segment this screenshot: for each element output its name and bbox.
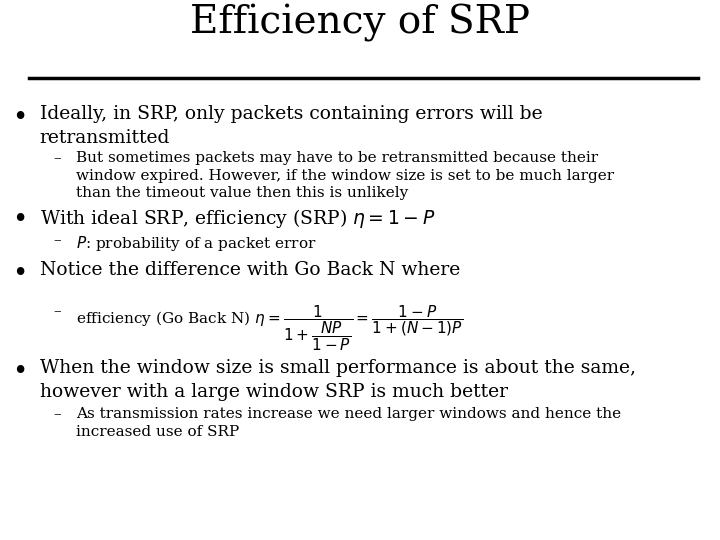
Text: •: • bbox=[12, 359, 27, 385]
Text: Ideally, in SRP, only packets containing errors will be
retransmitted: Ideally, in SRP, only packets containing… bbox=[40, 105, 542, 147]
Text: •: • bbox=[12, 207, 27, 233]
Text: But sometimes packets may have to be retransmitted because their
window expired.: But sometimes packets may have to be ret… bbox=[76, 151, 613, 200]
Text: –: – bbox=[54, 233, 61, 247]
Text: Efficiency of SRP: Efficiency of SRP bbox=[190, 4, 530, 42]
Text: efficiency (Go Back N) $\eta = \dfrac{1}{1+\dfrac{NP}{1-P}} = \dfrac{1-P}{1+(N-1: efficiency (Go Back N) $\eta = \dfrac{1}… bbox=[76, 304, 463, 353]
Text: –: – bbox=[54, 151, 61, 165]
Text: As transmission rates increase we need larger windows and hence the
increased us: As transmission rates increase we need l… bbox=[76, 407, 621, 438]
Text: 29: 29 bbox=[681, 514, 698, 528]
Text: Notice the difference with Go Back N where: Notice the difference with Go Back N whe… bbox=[40, 261, 460, 279]
Text: –: – bbox=[54, 407, 61, 421]
Text: –: – bbox=[54, 304, 61, 318]
Text: Communication Networks: Communication Networks bbox=[271, 514, 449, 528]
Text: •: • bbox=[12, 105, 27, 131]
Text: With ideal SRP, efficiency (SRP) $\eta = 1 - P$: With ideal SRP, efficiency (SRP) $\eta =… bbox=[40, 207, 435, 230]
Text: $P$: probability of a packet error: $P$: probability of a packet error bbox=[76, 233, 316, 253]
Text: When the window size is small performance is about the same,
however with a larg: When the window size is small performanc… bbox=[40, 359, 636, 401]
Text: •: • bbox=[12, 261, 27, 287]
